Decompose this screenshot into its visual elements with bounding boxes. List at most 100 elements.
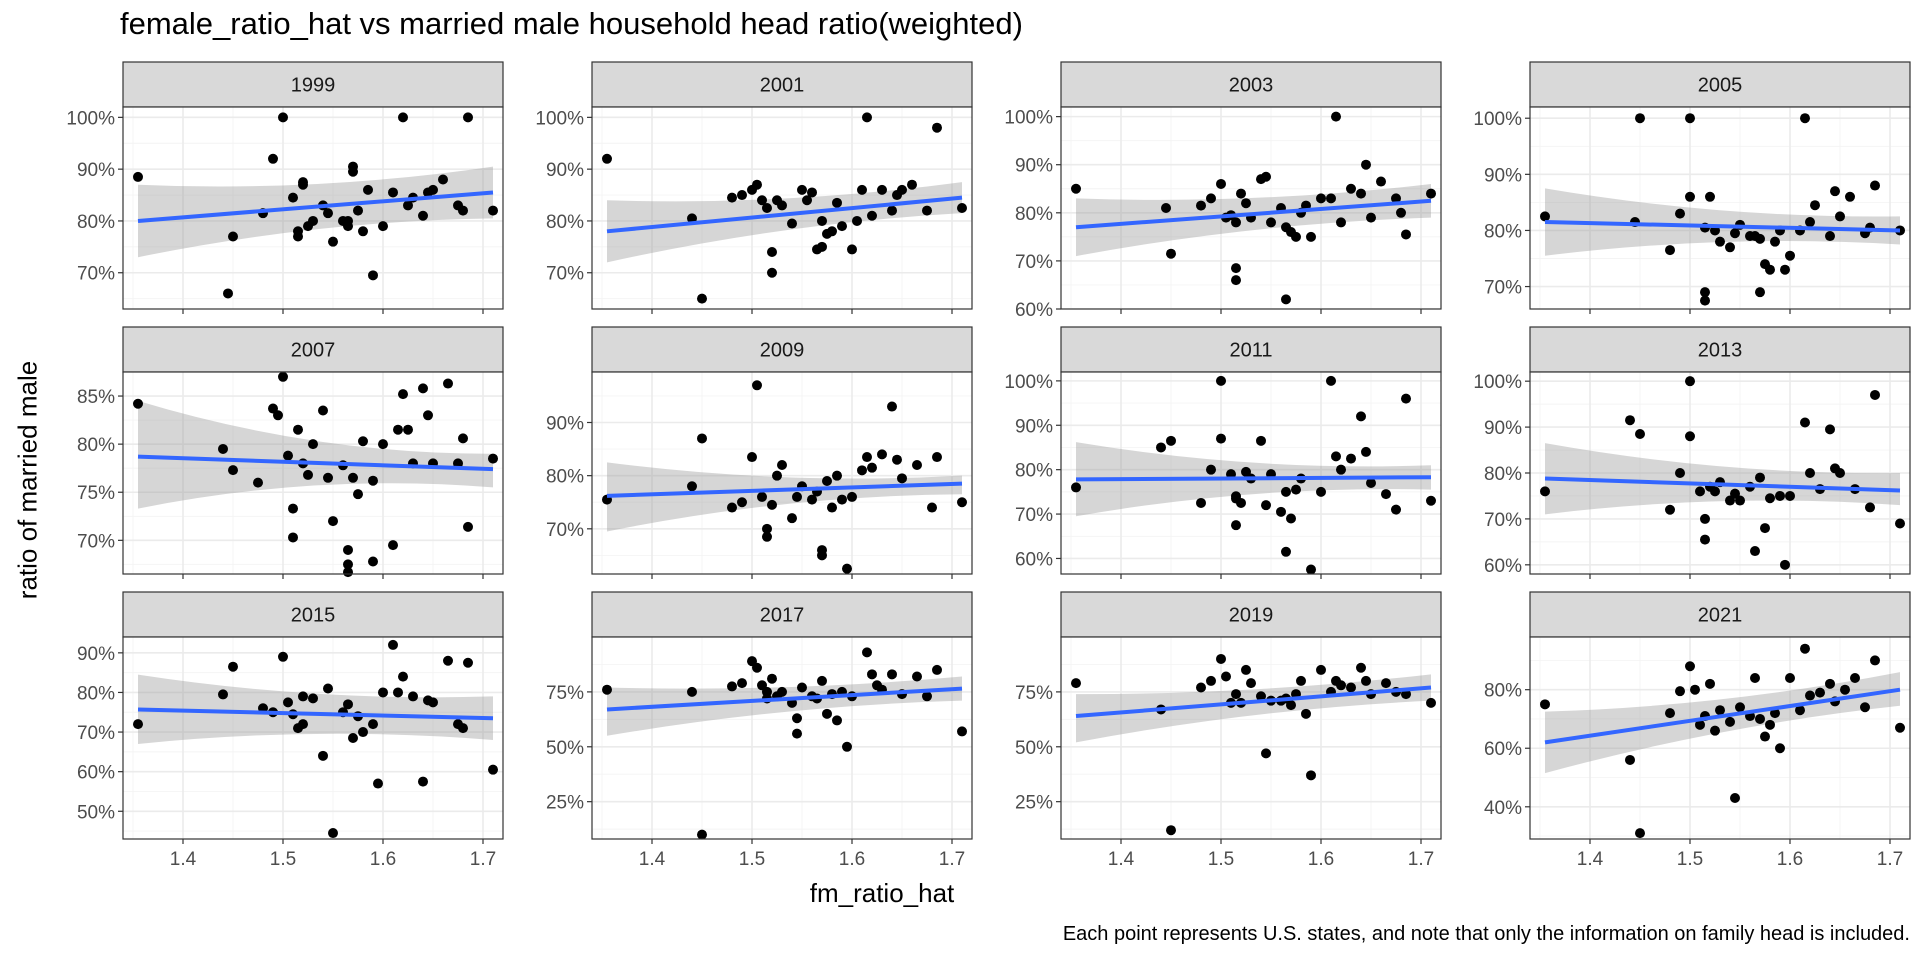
- data-point: [957, 726, 967, 737]
- y-tick-label: 80%: [546, 212, 584, 233]
- data-point: [1291, 484, 1301, 495]
- data-point: [927, 502, 937, 513]
- data-point: [1685, 376, 1695, 387]
- y-tick-label: 100%: [1473, 109, 1522, 130]
- facet-strip: [1060, 61, 1442, 108]
- data-point: [133, 719, 143, 730]
- data-point: [1336, 217, 1346, 228]
- data-point: [1755, 713, 1765, 724]
- panel-frame: [1529, 636, 1911, 840]
- data-point: [1760, 523, 1770, 534]
- data-point: [1735, 702, 1745, 713]
- facet-strip-label: 2011: [1229, 340, 1272, 362]
- data-point: [378, 439, 388, 450]
- x-tick-label: 1.6: [1308, 849, 1334, 870]
- y-tick-label: 70%: [546, 520, 584, 541]
- data-point: [1071, 678, 1081, 689]
- data-point: [857, 465, 867, 476]
- chart-title: female_ratio_hat vs married male househo…: [120, 6, 1023, 41]
- fit-line: [1544, 687, 1901, 745]
- data-point: [228, 465, 238, 476]
- data-point: [228, 661, 238, 672]
- y-tick-label: 70%: [1015, 252, 1053, 273]
- data-point: [1825, 424, 1835, 435]
- data-point: [1231, 217, 1241, 228]
- data-point: [727, 192, 737, 203]
- data-point: [1750, 546, 1760, 557]
- plot-background: [1530, 107, 1910, 309]
- data-point: [1246, 678, 1256, 689]
- data-point: [323, 683, 333, 694]
- data-point: [298, 691, 308, 702]
- data-point: [343, 544, 353, 555]
- y-tick-label: 100%: [1004, 372, 1053, 393]
- data-point: [1276, 506, 1286, 517]
- data-point: [1346, 682, 1356, 693]
- y-tick-label: 60%: [1484, 556, 1522, 577]
- data-point: [1705, 191, 1715, 202]
- facet-strip-label: 1999: [291, 75, 336, 97]
- data-point: [912, 460, 922, 471]
- y-tick-label: 70%: [77, 264, 115, 285]
- data-point: [1860, 702, 1870, 713]
- data-point: [1361, 159, 1371, 170]
- data-point: [1256, 691, 1266, 702]
- data-point: [757, 491, 767, 502]
- data-point: [1785, 672, 1795, 683]
- data-point: [458, 433, 468, 444]
- data-point: [463, 657, 473, 668]
- data-point: [1231, 263, 1241, 274]
- data-point: [1336, 464, 1346, 475]
- data-point: [1281, 546, 1291, 557]
- data-point: [1705, 678, 1715, 689]
- data-point: [887, 669, 897, 680]
- x-tick-label: 1.7: [1408, 849, 1434, 870]
- data-point: [228, 231, 238, 242]
- data-point: [797, 184, 807, 195]
- data-point: [877, 449, 887, 460]
- y-tick-label: 90%: [1484, 418, 1522, 439]
- data-point: [1236, 497, 1246, 508]
- data-point: [1306, 770, 1316, 781]
- plot-background: [592, 637, 972, 839]
- data-point: [1780, 264, 1790, 275]
- data-point: [1356, 662, 1366, 673]
- data-point: [443, 378, 453, 389]
- data-point: [1870, 180, 1880, 191]
- data-point: [1221, 671, 1231, 682]
- data-point: [133, 171, 143, 182]
- y-tick-label: 90%: [1015, 156, 1053, 177]
- data-point: [1231, 520, 1241, 531]
- fit-line: [1075, 685, 1432, 719]
- data-point: [907, 179, 917, 190]
- data-point: [1391, 193, 1401, 204]
- data-point: [697, 433, 707, 444]
- data-point: [1665, 245, 1675, 256]
- data-point: [1715, 705, 1725, 716]
- data-point: [1241, 198, 1251, 209]
- data-point: [842, 741, 852, 752]
- data-point: [1196, 200, 1206, 211]
- data-point: [1206, 675, 1216, 686]
- facet-strip-label: 2015: [291, 605, 336, 627]
- y-tick-label: 100%: [535, 108, 584, 129]
- facet-strip-label: 2005: [1698, 75, 1743, 97]
- y-tick-label: 80%: [77, 683, 115, 704]
- x-axis-label: fm_ratio_hat: [809, 878, 955, 908]
- data-point: [1281, 486, 1291, 497]
- data-point: [388, 540, 398, 551]
- data-point: [343, 215, 353, 226]
- y-tick-label: 60%: [77, 763, 115, 784]
- facet-strip: [122, 61, 504, 108]
- data-point: [323, 472, 333, 483]
- y-tick-label: 80%: [1484, 221, 1522, 242]
- data-point: [767, 267, 777, 278]
- confidence-ribbon: [1545, 188, 1900, 256]
- data-point: [353, 205, 363, 216]
- data-point: [1635, 828, 1645, 839]
- fit-line: [1544, 476, 1901, 493]
- data-point: [1366, 212, 1376, 223]
- data-point: [288, 532, 298, 543]
- data-point: [1391, 504, 1401, 515]
- data-point: [1735, 495, 1745, 506]
